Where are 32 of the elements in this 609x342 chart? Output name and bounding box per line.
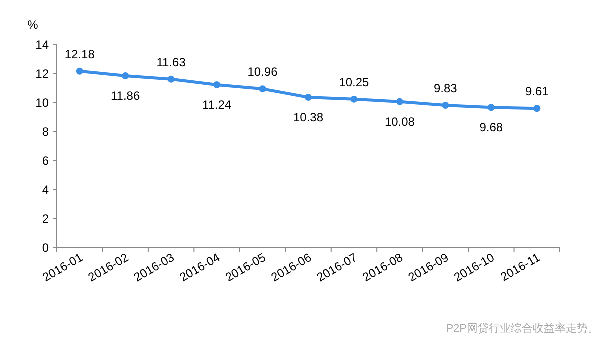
y-tick-label: 8 <box>42 125 50 139</box>
data-label: 9.61 <box>525 84 550 99</box>
y-tick-label: 10 <box>36 96 50 110</box>
point <box>350 96 358 103</box>
data-label: 9.83 <box>434 81 458 96</box>
point <box>534 105 541 112</box>
data-label: 9.68 <box>480 120 504 135</box>
point <box>259 86 266 93</box>
y-tick-label: 12 <box>36 67 50 81</box>
point <box>214 82 221 89</box>
data-label: 10.38 <box>293 110 324 124</box>
y-tick-label: 6 <box>42 154 50 168</box>
y-axis-title: % <box>28 18 39 32</box>
data-label: 10.25 <box>339 75 370 90</box>
data-label: 11.63 <box>156 55 186 70</box>
point <box>305 94 312 101</box>
data-label: 12.18 <box>64 47 96 62</box>
text: P2P网贷行业综合收益率走势。 <box>446 322 599 335</box>
y-tick-label: 4 <box>42 183 50 197</box>
y-tick-label: 0 <box>42 241 50 255</box>
point <box>168 76 175 83</box>
point <box>122 72 130 80</box>
point <box>442 102 450 109</box>
data-label: 11.86 <box>111 89 140 104</box>
point <box>396 98 404 106</box>
point <box>488 104 495 112</box>
y-tick-label: 14 <box>36 38 50 52</box>
data-label: 10.08 <box>384 114 416 129</box>
y-tick-label: 2 <box>42 212 50 226</box>
data-label: 11.24 <box>202 98 232 112</box>
data-label: 10.96 <box>248 65 278 80</box>
point <box>76 68 84 75</box>
